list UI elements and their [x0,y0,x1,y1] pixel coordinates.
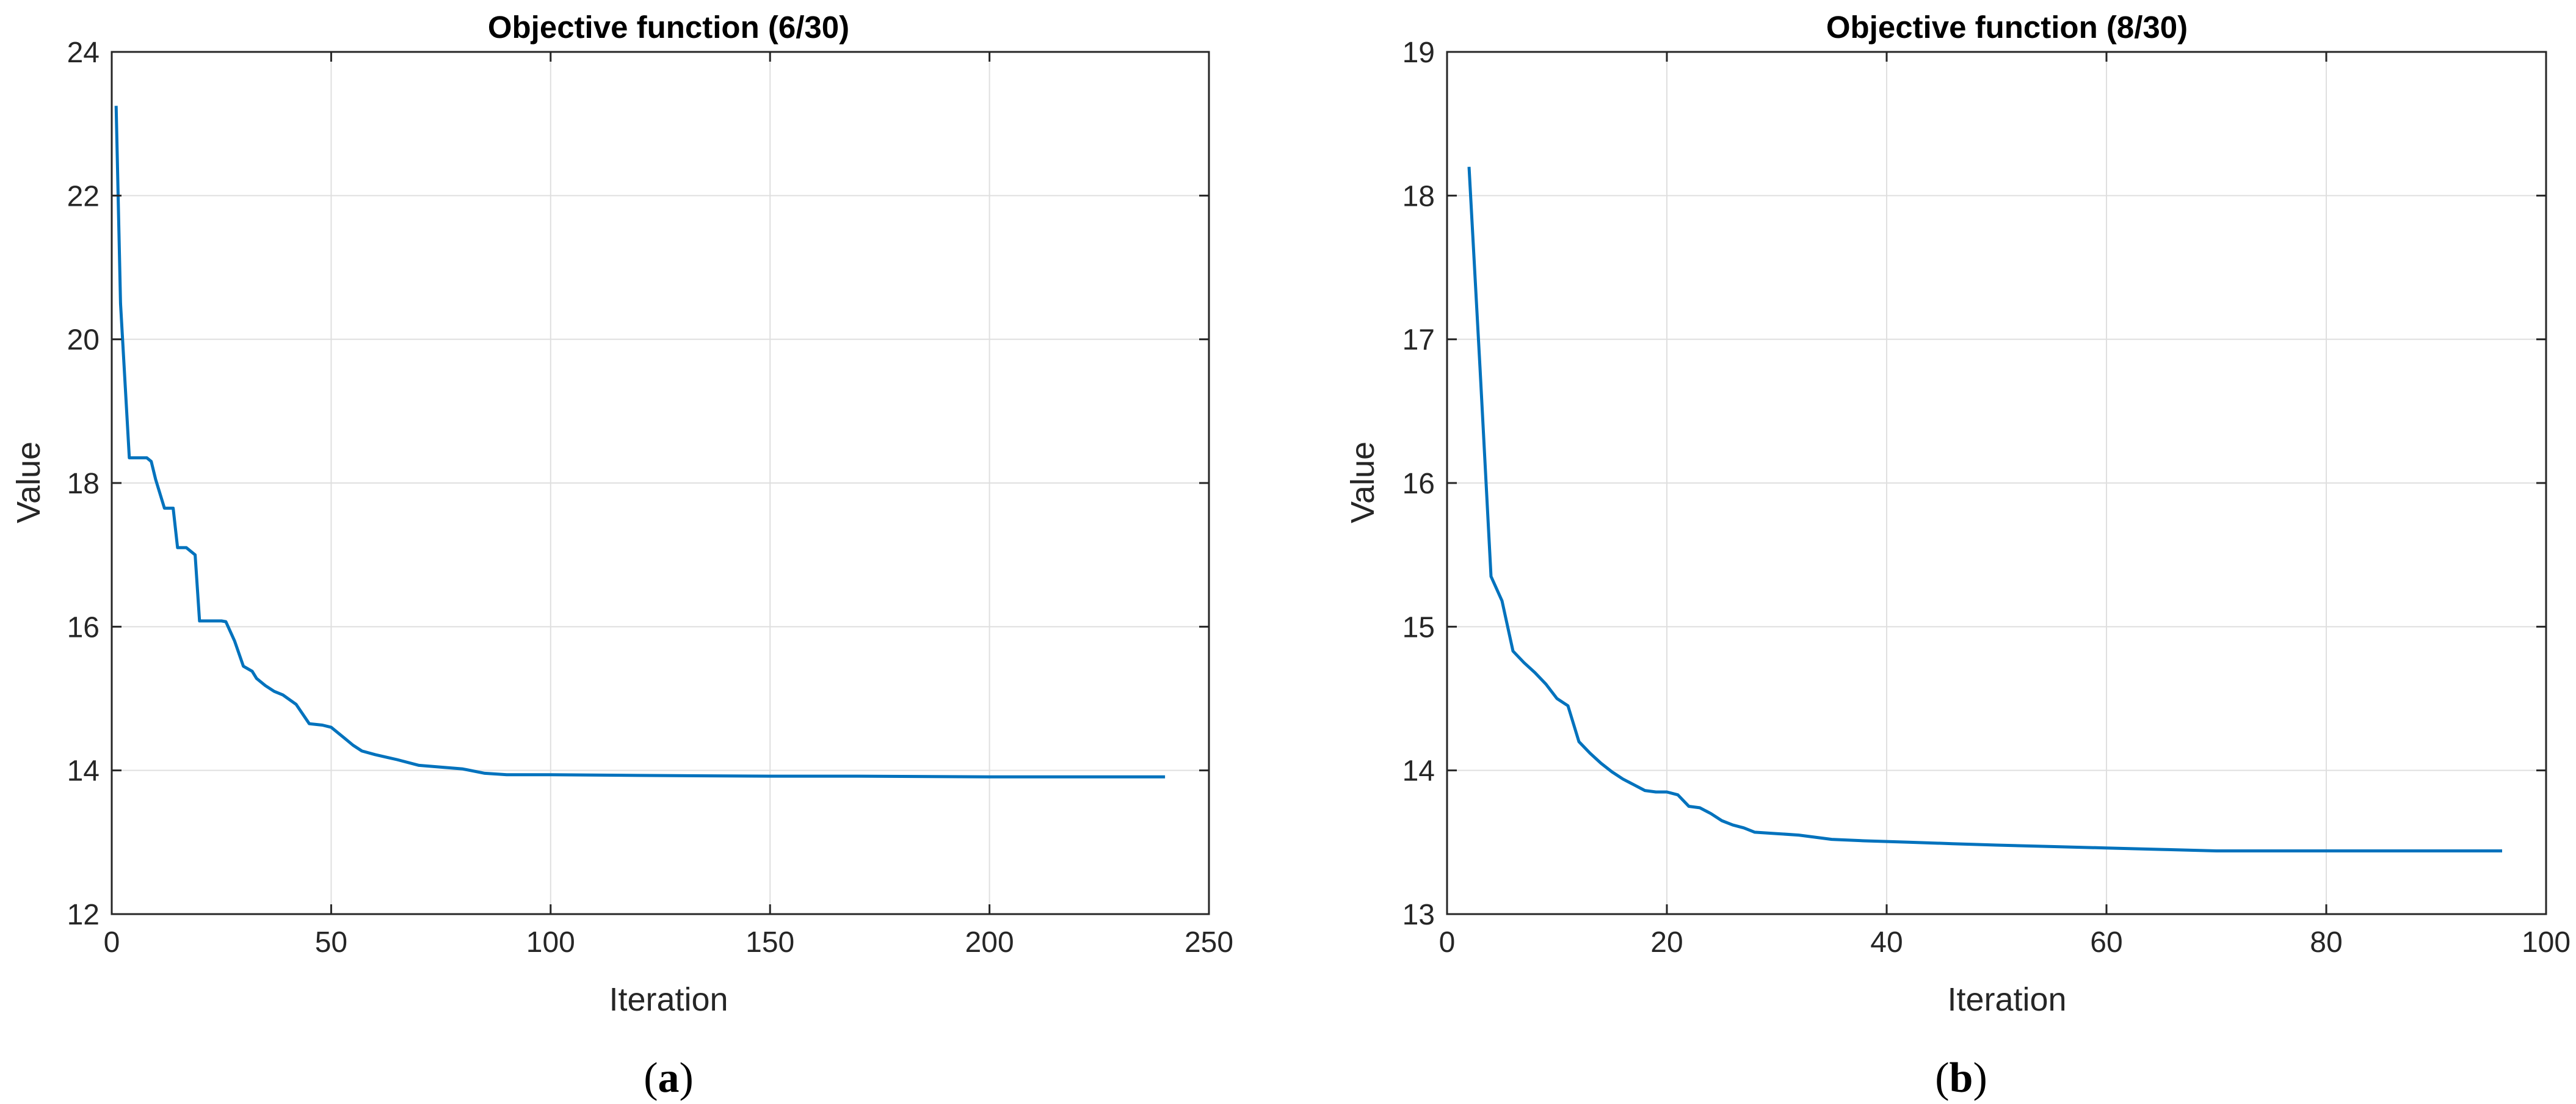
x-tick-label-b: 20 [1650,926,1683,959]
caption-open-paren-a: ( [644,1055,658,1102]
y-tick-label-a: 22 [67,180,100,212]
y-tick-label-b: 18 [1402,180,1435,212]
y-tick-label-a: 16 [67,611,100,644]
x-tick-label-b: 60 [2090,926,2122,959]
caption-letter-a: a [658,1055,680,1102]
y-tick-label-a: 18 [67,468,100,500]
x-tick-label-b: 0 [1439,926,1456,959]
caption-close-paren-a: ) [680,1055,694,1102]
chart-panel-a: 0 50 100 150 200 250 12 14 16 18 20 22 24 Objective … [10,10,1233,1102]
chart-title-b: Objective function (8/30) [1826,10,2188,45]
y-tick-label-a: 24 [67,37,100,69]
x-axis-label-b: Iteration [1947,981,2066,1018]
y-tick-label-a: 12 [67,899,100,931]
y-tick-label-a: 20 [67,324,100,357]
y-tick-label-b: 14 [1402,755,1435,788]
y-axis-label-a: Value [10,441,47,523]
x-tick-label-b: 80 [2310,926,2342,959]
x-tick-label-a: 50 [315,926,347,959]
series-line-b [1467,167,2502,852]
x-tick-label-b: 40 [1870,926,1903,959]
caption-close-paren-b: ) [1973,1055,1987,1102]
caption-letter-b: b [1950,1055,1973,1102]
x-tick-label-a: 150 [746,926,794,959]
y-axis-label-b: Value [1344,441,1381,523]
x-axis-label-a: Iteration [609,981,728,1018]
tick-marks-a: 0 50 100 150 200 250 12 14 16 18 20 22 24 [67,37,1233,959]
subfigure-caption-a: (a) [644,1055,694,1102]
series-line-a [114,106,1166,779]
y-tick-label-b: 17 [1402,324,1435,357]
y-tick-label-b: 13 [1402,899,1435,931]
x-tick-label-a: 0 [104,926,120,959]
y-tick-label-a: 14 [67,755,100,788]
y-tick-label-b: 19 [1402,37,1435,69]
tick-marks-b: 0 20 40 60 80 100 13 14 15 16 17 18 19 [1402,37,2571,959]
x-tick-label-a: 100 [526,926,575,959]
caption-open-paren-b: ( [1935,1055,1949,1102]
x-tick-label-a: 250 [1185,926,1233,959]
x-tick-label-b: 100 [2522,926,2571,959]
y-tick-label-b: 15 [1402,611,1435,644]
chart-panel-b: 0 20 40 60 80 100 13 14 15 16 17 18 19 Objective fun… [1344,10,2571,1102]
chart-title-a: Objective function (6/30) [488,10,849,45]
subfigure-caption-b: (b) [1935,1055,1987,1102]
x-tick-label-a: 200 [965,926,1014,959]
y-tick-label-b: 16 [1402,468,1435,500]
